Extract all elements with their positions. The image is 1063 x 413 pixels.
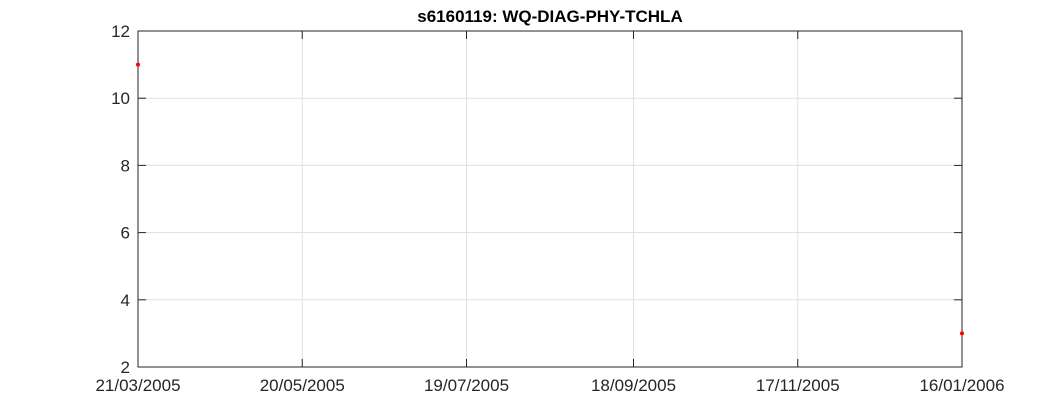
y-tick-label: 8 (121, 156, 130, 175)
x-tick-label: 17/11/2005 (756, 376, 840, 395)
x-tick-label: 20/05/2005 (260, 376, 345, 395)
y-tick-label: 10 (111, 89, 130, 108)
plot-area-border (137, 30, 963, 368)
plot-area-background (138, 31, 962, 367)
y-tick-label: 4 (121, 291, 130, 310)
x-tick-label: 19/07/2005 (424, 376, 509, 395)
data-point (136, 62, 140, 67)
x-axis-tick-labels: 21/03/2005 20/05/2005 19/07/2005 18/09/2005… (95, 376, 1004, 395)
chart-title: s6160119: WQ-DIAG-PHY-TCHLA (417, 7, 682, 26)
axis-ticks (137, 30, 963, 368)
y-axis-tick-labels: 2 4 6 8 10 12 (111, 22, 130, 377)
data-points (136, 62, 964, 336)
x-tick-label: 21/03/2005 (95, 376, 180, 395)
y-tick-label: 2 (121, 358, 130, 377)
x-tick-label: 18/09/2005 (591, 376, 676, 395)
data-point (960, 331, 964, 336)
x-tick-label: 16/01/2006 (919, 376, 1004, 395)
y-tick-label: 12 (111, 22, 130, 41)
y-tick-label: 6 (121, 224, 130, 243)
